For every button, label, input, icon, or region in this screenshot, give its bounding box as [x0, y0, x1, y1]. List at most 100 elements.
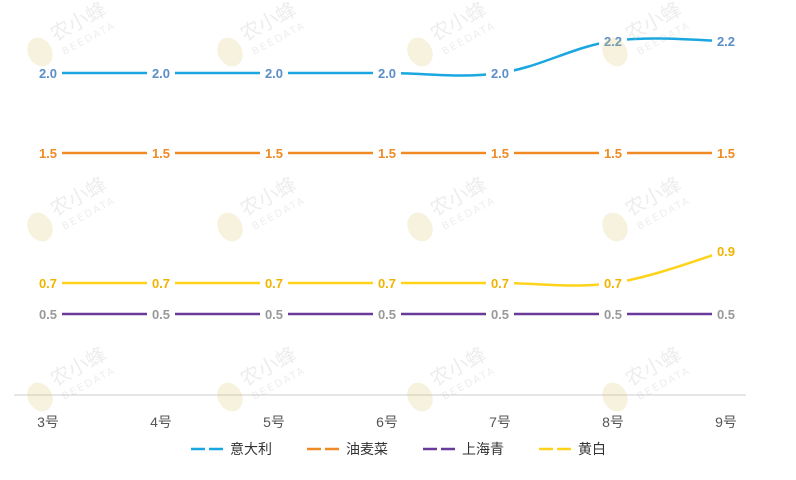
- legend-label: 油麦菜: [346, 441, 388, 457]
- x-tick-label: 8号: [602, 414, 624, 430]
- x-tick-label: 3号: [37, 414, 59, 430]
- bee-icon: [407, 382, 433, 412]
- data-label-bg: [599, 32, 627, 50]
- data-label-bg: [260, 274, 288, 292]
- bee-icon: [27, 212, 53, 242]
- data-label-bg: [712, 305, 740, 323]
- data-label-bg: [147, 64, 175, 82]
- legend-swatch: [191, 447, 223, 451]
- data-label: 1.5: [39, 146, 57, 161]
- data-label: 0.5: [717, 307, 735, 322]
- data-label-bg: [712, 144, 740, 162]
- data-label: 2.2: [604, 34, 622, 49]
- data-label: 0.5: [604, 307, 622, 322]
- data-label: 2.2: [717, 34, 735, 49]
- bee-icon: [407, 212, 433, 242]
- data-label-bg: [599, 144, 627, 162]
- bee-icon: [217, 37, 243, 67]
- data-label-bg: [34, 64, 62, 82]
- data-label-bg: [373, 144, 401, 162]
- data-label: 0.5: [491, 307, 509, 322]
- data-label: 0.7: [491, 276, 509, 291]
- bee-icon: [217, 382, 243, 412]
- x-tick-label: 5号: [263, 414, 285, 430]
- x-tick-label: 4号: [150, 414, 172, 430]
- data-label-bg: [147, 305, 175, 323]
- data-label: 0.7: [39, 276, 57, 291]
- data-label-bg: [599, 305, 627, 323]
- data-label-bg: [260, 64, 288, 82]
- data-label: 0.7: [604, 276, 622, 291]
- x-tick-label: 7号: [489, 414, 511, 430]
- legend-swatch: [423, 447, 455, 451]
- legend-item[interactable]: 意大利: [190, 439, 272, 459]
- data-label-bg: [373, 305, 401, 323]
- data-label: 2.0: [152, 66, 170, 81]
- data-label: 0.5: [378, 307, 396, 322]
- data-label-bg: [712, 32, 740, 50]
- data-label-bg: [373, 64, 401, 82]
- data-label: 2.0: [378, 66, 396, 81]
- data-label-bg: [34, 305, 62, 323]
- data-label-bg: [34, 144, 62, 162]
- legend-swatch: [307, 447, 339, 451]
- data-label-bg: [486, 305, 514, 323]
- data-label: 1.5: [152, 146, 170, 161]
- data-label: 1.5: [265, 146, 283, 161]
- data-label: 0.5: [152, 307, 170, 322]
- data-label-bg: [147, 144, 175, 162]
- data-label-bg: [260, 305, 288, 323]
- data-label-bg: [486, 144, 514, 162]
- x-tick-label: 9号: [715, 414, 737, 430]
- data-label: 2.0: [491, 66, 509, 81]
- data-label: 1.5: [378, 146, 396, 161]
- data-label: 2.0: [265, 66, 283, 81]
- legend-label: 上海青: [462, 441, 504, 457]
- data-label-bg: [712, 242, 740, 260]
- chart-legend: 意大利 油麦菜 上海青 黄白: [0, 437, 796, 461]
- data-label-bg: [599, 274, 627, 292]
- data-label-bg: [147, 274, 175, 292]
- data-label-bg: [34, 274, 62, 292]
- data-label: 0.7: [265, 276, 283, 291]
- legend-item[interactable]: 油麦菜: [306, 439, 388, 459]
- data-label: 0.9: [717, 244, 735, 259]
- data-label: 1.5: [604, 146, 622, 161]
- data-label: 0.5: [265, 307, 283, 322]
- data-label-bg: [260, 144, 288, 162]
- data-label: 0.7: [378, 276, 396, 291]
- bee-icon: [602, 382, 628, 412]
- x-tick-label: 6号: [376, 414, 398, 430]
- legend-label: 黄白: [578, 441, 606, 457]
- data-label: 2.0: [39, 66, 57, 81]
- bee-icon: [407, 37, 433, 67]
- bee-icon: [217, 212, 243, 242]
- data-label-bg: [373, 274, 401, 292]
- data-label-bg: [486, 64, 514, 82]
- bee-icon: [27, 382, 53, 412]
- legend-item[interactable]: 黄白: [538, 439, 606, 459]
- bee-icon: [602, 212, 628, 242]
- data-label: 0.5: [39, 307, 57, 322]
- legend-swatch: [539, 447, 571, 451]
- data-label: 1.5: [717, 146, 735, 161]
- bee-icon: [27, 37, 53, 67]
- legend-item[interactable]: 上海青: [422, 439, 504, 459]
- bee-icon: [602, 37, 628, 67]
- data-label: 0.7: [152, 276, 170, 291]
- data-label-bg: [486, 274, 514, 292]
- legend-label: 意大利: [230, 441, 272, 457]
- data-label: 1.5: [491, 146, 509, 161]
